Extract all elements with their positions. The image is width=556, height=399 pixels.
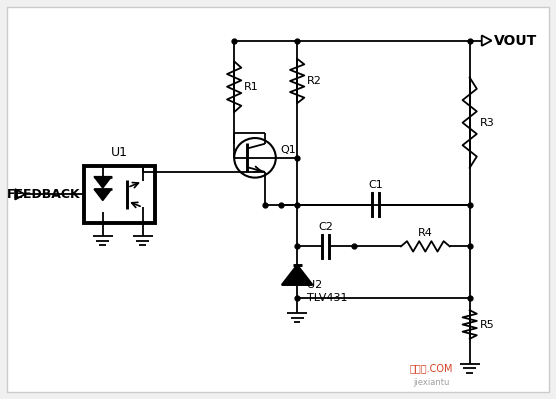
Text: R3: R3 bbox=[479, 118, 494, 128]
Text: TLV431: TLV431 bbox=[307, 293, 348, 303]
Text: R1: R1 bbox=[244, 82, 259, 92]
Text: jiexiantu: jiexiantu bbox=[413, 379, 450, 387]
Text: VOUT: VOUT bbox=[494, 34, 538, 47]
Text: U1: U1 bbox=[111, 146, 128, 159]
Text: 接线图.COM: 接线图.COM bbox=[410, 363, 453, 373]
Text: C2: C2 bbox=[318, 222, 333, 232]
FancyBboxPatch shape bbox=[83, 166, 155, 223]
Text: C1: C1 bbox=[368, 180, 383, 190]
Text: Q1: Q1 bbox=[280, 145, 296, 155]
Text: R2: R2 bbox=[307, 76, 322, 86]
Text: U2: U2 bbox=[307, 280, 322, 290]
Text: R4: R4 bbox=[418, 227, 433, 237]
FancyBboxPatch shape bbox=[7, 7, 549, 392]
Polygon shape bbox=[282, 265, 312, 285]
Text: R5: R5 bbox=[479, 320, 494, 330]
Polygon shape bbox=[94, 177, 112, 188]
Text: FEEDBACK: FEEDBACK bbox=[7, 188, 81, 201]
Polygon shape bbox=[94, 189, 112, 201]
